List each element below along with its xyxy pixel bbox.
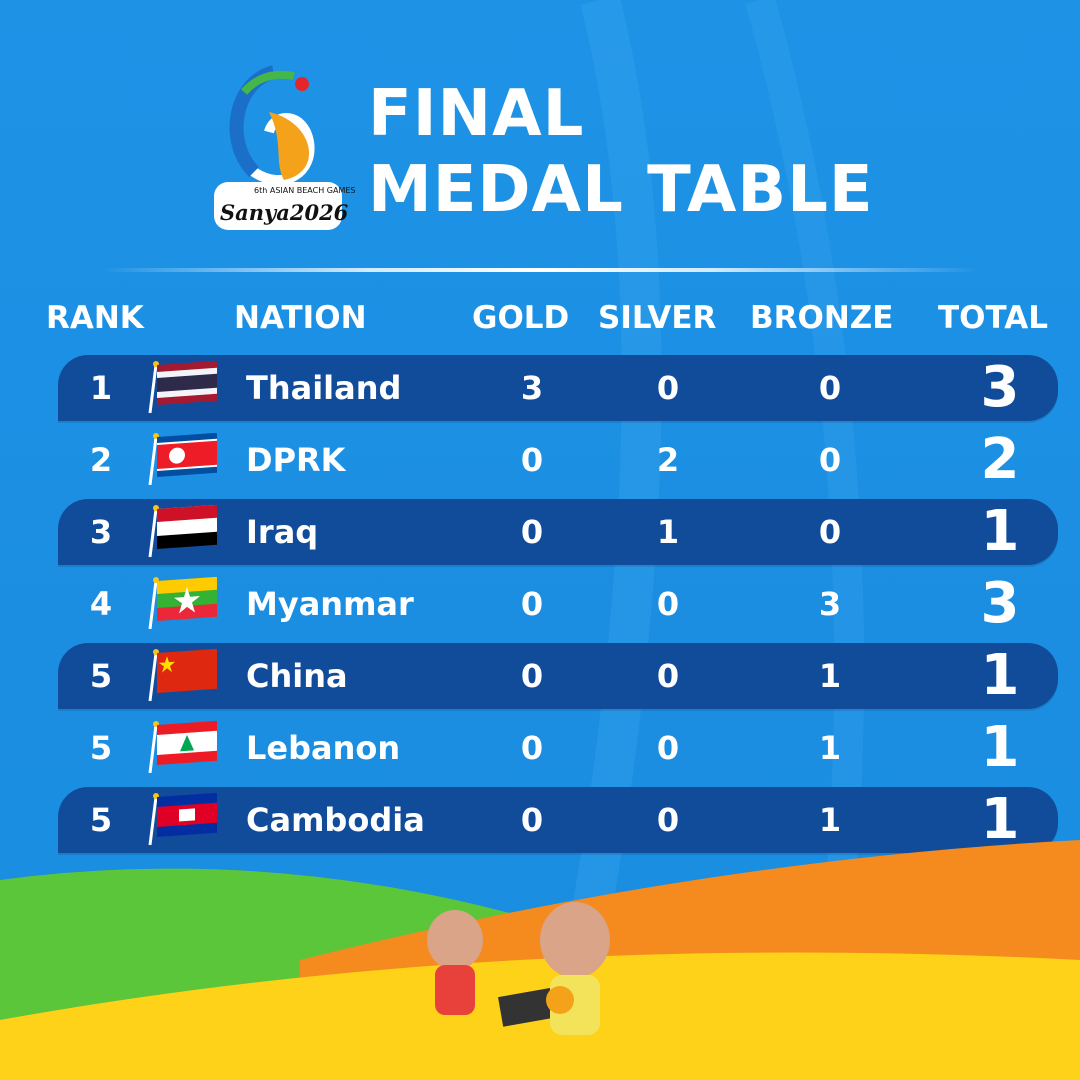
rank: 2 xyxy=(89,441,113,479)
sanya-2026-logo: 6th ASIAN BEACH GAMES Sanya2026 xyxy=(214,62,355,242)
header-total: TOTAL xyxy=(938,300,1048,336)
cambodia-flag-icon xyxy=(148,793,217,845)
nation-name: DPRK xyxy=(246,441,346,479)
silver-count: 2 xyxy=(656,441,680,479)
silver-count: 0 xyxy=(656,657,680,695)
silver-count: 0 xyxy=(656,801,680,839)
gold-count: 0 xyxy=(520,513,544,551)
title-line-1: FINAL xyxy=(368,77,585,151)
rank: 5 xyxy=(89,729,113,767)
rank: 4 xyxy=(89,585,113,623)
lebanon-flag-icon xyxy=(148,721,217,773)
total-count: 1 xyxy=(980,499,1020,564)
logo-emblem-icon xyxy=(229,65,315,186)
header-rank: RANK xyxy=(46,300,144,336)
gold-count: 0 xyxy=(520,585,544,623)
table-row: 3 Iraq 0 1 0 1 xyxy=(58,499,1058,565)
bronze-count: 1 xyxy=(818,801,842,839)
table-row: 5 China 0 0 1 1 xyxy=(58,643,1058,709)
nation-name: China xyxy=(246,657,348,695)
table-row: 2 DPRK 0 2 0 2 xyxy=(58,427,1058,493)
header-gold: GOLD xyxy=(472,300,570,336)
logo-badge xyxy=(214,182,342,230)
logo-subtitle: 6th ASIAN BEACH GAMES xyxy=(254,186,356,195)
silver-count: 0 xyxy=(656,729,680,767)
bronze-count: 3 xyxy=(818,585,842,623)
divider xyxy=(100,268,980,272)
bronze-count: 1 xyxy=(818,729,842,767)
total-count: 1 xyxy=(980,787,1020,852)
rank: 3 xyxy=(89,513,113,551)
rank: 1 xyxy=(89,369,113,407)
nation-name: Thailand xyxy=(246,369,402,407)
silver-count: 0 xyxy=(656,585,680,623)
bronze-count: 1 xyxy=(818,657,842,695)
title-line-2: MEDAL TABLE xyxy=(368,153,874,227)
myanmar-flag-icon xyxy=(148,577,217,629)
table-row: 1 Thailand 3 0 0 3 xyxy=(58,355,1058,421)
header-nation: NATION xyxy=(234,300,367,336)
nation-name: Cambodia xyxy=(246,801,425,839)
total-count: 1 xyxy=(980,715,1020,780)
header-silver: SILVER xyxy=(598,300,717,336)
gold-count: 0 xyxy=(520,801,544,839)
rank: 5 xyxy=(89,801,113,839)
gold-count: 0 xyxy=(520,729,544,767)
table-row: 5 Cambodia 0 0 1 1 xyxy=(58,787,1058,853)
thailand-flag-icon xyxy=(148,361,217,413)
logo-name: Sanya2026 xyxy=(220,200,349,225)
total-count: 1 xyxy=(980,643,1020,708)
total-count: 3 xyxy=(980,571,1020,636)
nation-name: Myanmar xyxy=(246,585,414,623)
bronze-count: 0 xyxy=(818,441,842,479)
nation-name: Lebanon xyxy=(246,729,401,767)
dprk-flag-icon xyxy=(148,433,217,485)
iraq-flag-icon xyxy=(148,505,217,557)
total-count: 3 xyxy=(980,355,1020,420)
rank: 5 xyxy=(89,657,113,695)
mascots-illustration xyxy=(427,902,610,1035)
table-row: 5 Lebanon 0 0 1 1 xyxy=(58,715,1058,781)
gold-count: 0 xyxy=(520,657,544,695)
gold-count: 0 xyxy=(520,441,544,479)
bronze-count: 0 xyxy=(818,369,842,407)
gold-count: 3 xyxy=(520,369,544,407)
bronze-count: 0 xyxy=(818,513,842,551)
table-row: 4 Myanmar 0 0 3 3 xyxy=(58,571,1058,637)
total-count: 2 xyxy=(980,427,1020,492)
nation-name: Iraq xyxy=(246,513,319,551)
silver-count: 1 xyxy=(656,513,680,551)
page-title: FINAL MEDAL TABLE xyxy=(368,76,874,228)
china-flag-icon xyxy=(148,649,217,701)
header-bronze: BRONZE xyxy=(750,300,894,336)
silver-count: 0 xyxy=(656,369,680,407)
